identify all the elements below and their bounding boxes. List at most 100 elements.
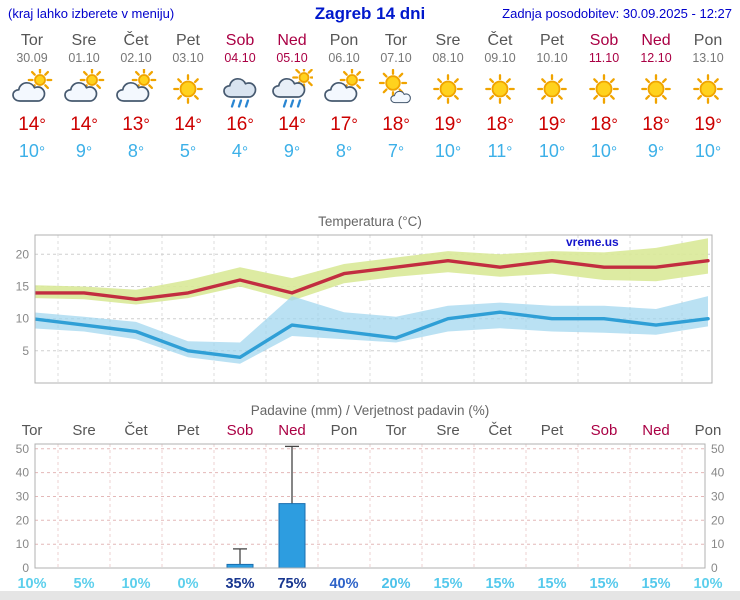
precipitation-probability: 0% xyxy=(177,576,199,592)
day-date: 06.10 xyxy=(328,51,360,65)
day-date: 07.10 xyxy=(380,51,412,65)
svg-text:40: 40 xyxy=(711,466,725,480)
horizontal-scrollbar-track[interactable] xyxy=(0,591,740,600)
day-name: Tor xyxy=(384,32,408,49)
day-column: Sre 08.10 19° 10° xyxy=(422,32,474,162)
degree-symbol: ° xyxy=(241,144,249,161)
precipitation-probability: 10% xyxy=(121,576,151,592)
weather-icon-cell xyxy=(318,67,370,113)
day-date: 04.10 xyxy=(224,51,256,65)
day-column: Pon 06.10 17° 8° xyxy=(318,32,370,162)
sun-icon xyxy=(693,74,723,104)
day-date: 10.10 xyxy=(536,51,568,65)
min-temperature: 4° xyxy=(214,141,266,162)
max-temperature: 13° xyxy=(110,114,162,136)
min-temperature-value: 5 xyxy=(179,141,190,161)
day-name: Sob xyxy=(589,32,619,49)
precip-day-label: Čet xyxy=(124,422,148,439)
precip-day-label: Ned xyxy=(278,422,306,439)
day-column: Sob 11.10 18° 10° xyxy=(578,32,630,162)
precip-day-label: Tor xyxy=(385,422,407,439)
degree-symbol: ° xyxy=(293,144,301,161)
day-name: Tor xyxy=(20,32,44,49)
day-column: Ned 12.10 18° 9° xyxy=(630,32,682,162)
day-name: Sob xyxy=(225,32,255,49)
page-title: Zagreb 14 dni xyxy=(314,4,426,23)
max-temperature: 14° xyxy=(162,114,214,136)
max-temp-line xyxy=(35,259,710,302)
svg-text:30: 30 xyxy=(711,490,725,504)
precipitation-bar xyxy=(226,563,254,569)
day-column: Ned 05.10 14° 9° xyxy=(266,32,318,162)
min-temperature-value: 11 xyxy=(487,141,507,161)
precipitation-day-labels: Tor Sre Čet Pet Sob Ned Pon Tor Sre Čet Pet Sob Ned P… xyxy=(0,422,740,439)
temperature-chart: 5 10 15 20 vreme.us xyxy=(16,234,713,384)
svg-text:0: 0 xyxy=(711,561,718,575)
degree-symbol: ° xyxy=(506,144,513,161)
sun-icon xyxy=(641,74,671,104)
sun-icon xyxy=(433,74,463,104)
svg-text:5: 5 xyxy=(22,344,29,358)
day-column: Tor 07.10 18° 7° xyxy=(370,32,422,162)
degree-symbol: ° xyxy=(189,144,197,161)
degree-symbol: ° xyxy=(559,116,566,134)
svg-text:30: 30 xyxy=(16,490,30,504)
precip-day-label: Sob xyxy=(226,422,254,439)
precipitation-probability: 15% xyxy=(433,576,463,592)
sun-icon xyxy=(589,74,619,104)
max-temperature: 16° xyxy=(214,114,266,136)
max-temperature: 18° xyxy=(474,114,526,136)
max-temperature-value: 17 xyxy=(330,114,352,135)
min-temperature: 10° xyxy=(578,141,630,162)
max-temperature-value: 18 xyxy=(590,114,612,135)
temperature-chart-title: Temperatura (°C) xyxy=(318,214,422,229)
min-temp-line xyxy=(35,310,710,360)
precipitation-bar xyxy=(278,503,306,569)
degree-symbol: ° xyxy=(657,144,665,161)
weather-icon-cell xyxy=(58,67,110,113)
min-temperature: 9° xyxy=(58,141,110,162)
max-temperature: 19° xyxy=(526,114,578,136)
max-temperature-value: 18 xyxy=(486,114,508,135)
max-temperature: 17° xyxy=(318,114,370,136)
day-date: 09.10 xyxy=(484,51,516,65)
max-temperature-value: 19 xyxy=(538,114,560,135)
day-column: Tor 30.09 14° 10° xyxy=(6,32,58,162)
precip-day-label: Čet xyxy=(488,422,512,439)
degree-symbol: ° xyxy=(507,116,514,134)
day-date: 30.09 xyxy=(16,51,48,65)
degree-symbol: ° xyxy=(714,144,722,161)
cloud-sun-icon xyxy=(12,67,53,102)
day-column: Čet 02.10 13° 8° xyxy=(110,32,162,162)
precipitation-probability: 15% xyxy=(641,576,671,592)
day-column: Čet 09.10 18° 11° xyxy=(474,32,526,162)
max-temperature-value: 16 xyxy=(226,114,248,135)
degree-symbol: ° xyxy=(91,116,98,134)
precip-day-label: Ned xyxy=(642,422,670,439)
degree-symbol: ° xyxy=(143,116,150,134)
precipitation-chart: 0 0 10 10 20 20 30 30 40 40 50 50 xyxy=(16,442,725,575)
precip-day-label: Sre xyxy=(436,422,460,439)
svg-text:15: 15 xyxy=(16,280,30,294)
max-temperature-value: 18 xyxy=(642,114,664,135)
location-menu-hint: (kraj lahko izberete v meniju) xyxy=(8,6,175,21)
max-temperature-value: 14 xyxy=(70,114,92,135)
last-updated: Zadnja posodobitev: 30.09.2025 - 12:27 xyxy=(502,6,732,21)
degree-symbol: ° xyxy=(351,116,358,134)
degree-symbol: ° xyxy=(403,116,410,134)
precipitation-probability: 15% xyxy=(485,576,515,592)
min-temperature: 8° xyxy=(318,141,370,162)
max-temperature: 14° xyxy=(6,114,58,136)
weather-icon-cell xyxy=(526,69,578,113)
precip-day-label: Sre xyxy=(72,422,96,439)
precipitation-probability: 35% xyxy=(225,576,255,592)
precipitation-probability: 10% xyxy=(17,576,47,592)
day-column: Pet 03.10 14° 5° xyxy=(162,32,214,162)
precip-day-label: Sob xyxy=(590,422,618,439)
day-column: Sre 01.10 14° 9° xyxy=(58,32,110,162)
day-date: 05.10 xyxy=(276,51,308,65)
min-temperature-value: 8 xyxy=(335,141,346,161)
max-temperature: 14° xyxy=(58,114,110,136)
min-temperature-value: 10 xyxy=(590,141,611,161)
weather-icon-cell xyxy=(682,69,734,113)
